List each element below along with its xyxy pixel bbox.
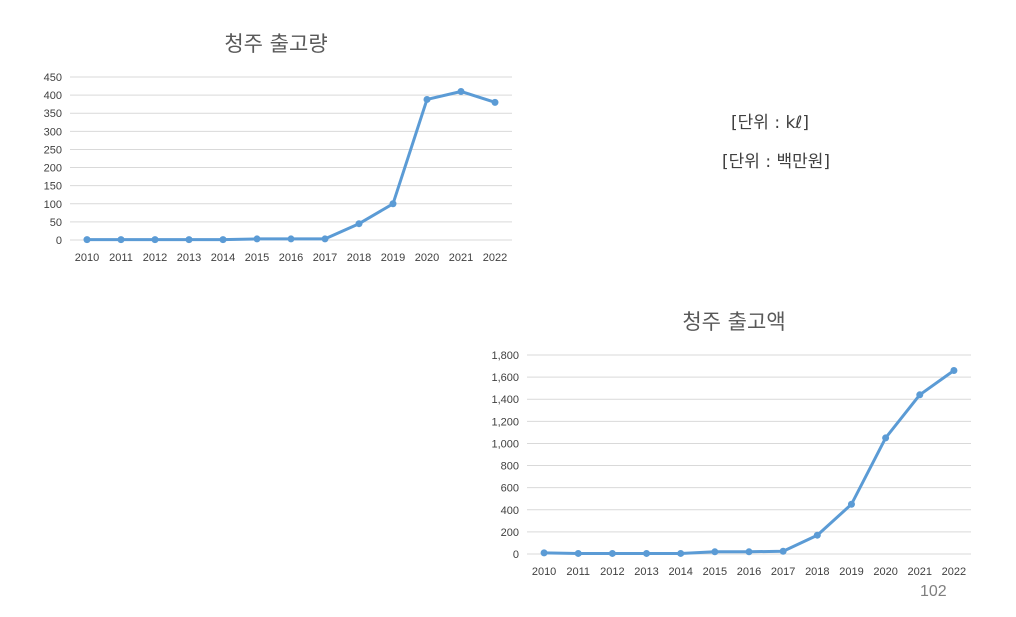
volume-data-point: [151, 236, 159, 244]
amount-x-tick-label: 2014: [668, 566, 692, 578]
volume-data-point: [219, 236, 227, 244]
volume-y-tick-label: 150: [44, 181, 62, 193]
amount-y-tick-label: 0: [513, 549, 519, 561]
volume-x-tick-label: 2020: [415, 252, 439, 264]
amount-y-tick-label: 400: [501, 505, 519, 517]
volume-x-tick-label: 2015: [245, 252, 269, 264]
volume-data-point: [287, 235, 295, 243]
volume-data-point: [117, 236, 125, 244]
volume-y-tick-label: 250: [44, 144, 62, 156]
volume-y-tick-label: 450: [44, 72, 62, 84]
volume-x-tick-label: 2021: [449, 252, 473, 264]
volume-x-tick-label: 2016: [279, 252, 303, 264]
volume-data-point: [321, 235, 329, 243]
amount-y-tick-label: 1,600: [491, 372, 519, 384]
volume-data-point: [185, 236, 193, 244]
volume-y-tick-label: 400: [44, 90, 62, 102]
amount-y-tick-label: 200: [501, 527, 519, 539]
volume-x-tick-label: 2022: [483, 252, 507, 264]
amount-data-point: [677, 549, 685, 557]
amount-x-tick-label: 2013: [634, 566, 658, 578]
amount-data-point: [574, 549, 582, 557]
amount-x-tick-label: 2016: [737, 566, 761, 578]
volume-y-tick-label: 50: [50, 217, 62, 229]
amount-x-tick-label: 2012: [600, 566, 624, 578]
volume-x-tick-label: 2011: [109, 252, 133, 264]
amount-data-point: [608, 549, 616, 557]
volume-x-tick-label: 2013: [177, 252, 201, 264]
chart-title-volume: 청주 출고량: [224, 32, 328, 56]
chart-title-amount: 청주 출고액: [682, 310, 786, 334]
amount-y-tick-label: 1,200: [491, 416, 519, 428]
volume-x-tick-label: 2010: [75, 252, 99, 264]
amount-data-point: [779, 547, 787, 555]
unit-note-amount: [단위 : 백만원]: [722, 152, 830, 172]
amount-y-tick-label: 1,000: [491, 438, 519, 450]
volume-y-tick-label: 100: [44, 199, 62, 211]
amount-data-point: [950, 366, 958, 374]
amount-x-tick-label: 2010: [532, 566, 556, 578]
amount-data-point: [882, 434, 890, 442]
amount-x-tick-label: 2022: [942, 566, 966, 578]
volume-y-tick-label: 0: [56, 235, 62, 247]
amount-data-point: [711, 548, 719, 556]
amount-y-tick-label: 600: [501, 483, 519, 495]
volume-y-tick-label: 300: [44, 126, 62, 138]
volume-y-tick-label: 350: [44, 108, 62, 120]
amount-x-tick-label: 2011: [566, 566, 590, 578]
volume-x-tick-label: 2019: [381, 252, 405, 264]
volume-data-point: [83, 236, 91, 244]
volume-x-tick-label: 2014: [211, 252, 235, 264]
page-number: 102: [920, 583, 947, 600]
volume-y-tick-label: 200: [44, 163, 62, 175]
volume-data-point: [355, 220, 363, 228]
volume-data-point: [253, 235, 261, 243]
amount-data-point: [540, 549, 548, 557]
volume-data-point: [491, 98, 499, 106]
amount-data-point: [745, 548, 753, 556]
amount-data-point: [916, 391, 924, 399]
amount-x-tick-label: 2021: [908, 566, 932, 578]
volume-x-tick-label: 2012: [143, 252, 167, 264]
amount-series-line: [544, 369, 955, 555]
amount-x-tick-label: 2015: [703, 566, 727, 578]
amount-x-tick-label: 2020: [873, 566, 897, 578]
volume-data-point: [457, 87, 465, 95]
amount-x-tick-label: 2019: [839, 566, 863, 578]
volume-data-point: [389, 200, 397, 208]
volume-x-tick-label: 2018: [347, 252, 371, 264]
amount-x-tick-label: 2017: [771, 566, 795, 578]
amount-data-point: [643, 549, 651, 557]
amount-y-tick-label: 800: [501, 461, 519, 473]
amount-x-tick-label: 2018: [805, 566, 829, 578]
volume-data-point: [423, 95, 431, 103]
amount-data-point: [813, 531, 821, 539]
amount-y-tick-label: 1,800: [491, 350, 519, 362]
amount-data-point: [847, 500, 855, 508]
amount-y-tick-label: 1,400: [491, 394, 519, 406]
unit-note-volume: [단위 : kℓ]: [731, 113, 809, 133]
volume-x-tick-label: 2017: [313, 252, 337, 264]
